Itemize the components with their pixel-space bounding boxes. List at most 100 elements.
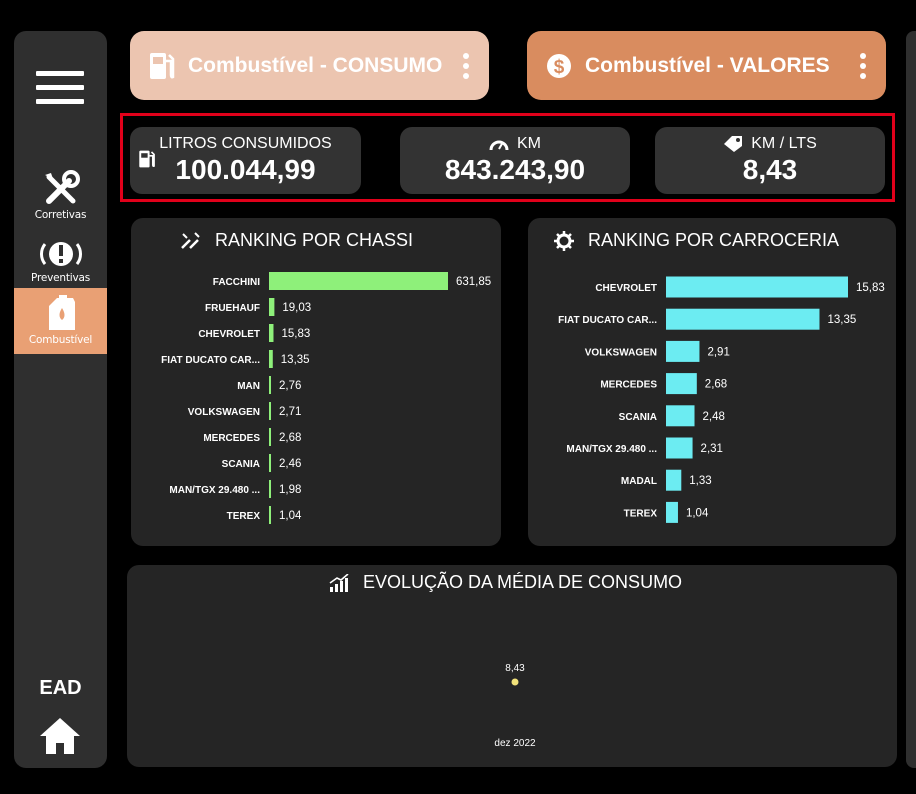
data-label: 2,68 xyxy=(705,379,727,391)
bar[interactable] xyxy=(269,272,448,290)
kpi-label: LITROS CONSUMIDOS xyxy=(159,135,332,152)
evolucao-consumo-panel: EVOLUÇÃO DA MÉDIA DE CONSUMO 8,43 dez 202… xyxy=(127,565,897,767)
bar[interactable] xyxy=(666,501,678,523)
category-label: TEREX xyxy=(624,508,658,519)
next-panel-edge xyxy=(906,31,916,768)
kpi-value: 8,43 xyxy=(742,154,798,185)
bar[interactable] xyxy=(269,298,275,316)
data-label: 1,98 xyxy=(279,484,301,496)
ranking-carroceria-chart: CHEVROLET 15,83 FIAT DUCATO CAR... 13,35 VOL… xyxy=(558,276,885,523)
data-label: 13,35 xyxy=(827,314,856,326)
brake-warning-icon xyxy=(39,242,82,266)
category-label: SCANIA xyxy=(222,459,260,470)
data-label: 2,91 xyxy=(707,346,729,358)
ranking-chassi-chart: FACCHINI 631,85 FRUEHAUF 19,03 CHEVROLET 15,8… xyxy=(161,272,491,524)
bar[interactable] xyxy=(269,324,274,342)
kpi-value: 843.243,90 xyxy=(444,154,586,185)
category-label: MERCEDES xyxy=(600,380,657,391)
data-label: 1,04 xyxy=(279,510,302,522)
menu-icon[interactable] xyxy=(36,71,84,105)
bar[interactable] xyxy=(666,276,848,298)
category-label: VOLKSWAGEN xyxy=(585,347,657,358)
sidebar: Corretivas Preventivas Combustível EAD xyxy=(14,31,107,768)
data-label: 19,03 xyxy=(282,302,311,314)
tab-combustivel-consumo[interactable]: Combustível - CONSUMO xyxy=(130,31,489,100)
chart-title: RANKING POR CARROCERIA xyxy=(588,230,840,250)
bar[interactable] xyxy=(666,340,700,362)
bar[interactable] xyxy=(269,506,271,524)
data-label: 631,85 xyxy=(456,276,491,288)
bar[interactable] xyxy=(269,428,271,446)
category-label: CHEVROLET xyxy=(595,283,657,294)
bar[interactable] xyxy=(269,402,271,420)
sidebar-item-label: Combustível xyxy=(28,334,93,346)
bar[interactable] xyxy=(666,437,693,459)
kpi-litros-consumidos: LITROS CONSUMIDOS 100.044,99 xyxy=(130,127,361,194)
kpi-label: KM / LTS xyxy=(751,135,817,152)
kpi-label: KM xyxy=(517,135,541,152)
category-label: CHEVROLET xyxy=(198,329,260,340)
kpi-highlight-frame xyxy=(120,113,895,202)
data-label: 13,35 xyxy=(281,354,310,366)
category-label: FIAT DUCATO CAR... xyxy=(558,315,657,326)
gear-icon xyxy=(554,230,574,251)
bar[interactable] xyxy=(666,405,695,427)
ranking-chassi-panel: RANKING POR CHASSI FACCHINI 631,85 FRUEHAU… xyxy=(131,218,501,546)
x-tick-label: dez 2022 xyxy=(494,738,536,749)
data-label: 2,48 xyxy=(703,411,725,423)
speedometer-icon xyxy=(489,140,509,151)
category-label: FRUEHAUF xyxy=(205,303,260,314)
bar[interactable] xyxy=(666,308,820,330)
data-label: 2,76 xyxy=(279,380,301,392)
home-icon[interactable] xyxy=(38,716,82,756)
rising-chart-icon xyxy=(329,573,349,592)
dollar-icon: $ xyxy=(547,53,571,78)
data-label: 8,43 xyxy=(505,663,525,674)
category-label: MAN/TGX 29.480 ... xyxy=(169,485,260,496)
chart-title: EVOLUÇÃO DA MÉDIA DE CONSUMO xyxy=(363,572,683,592)
data-point[interactable] xyxy=(511,678,519,686)
category-label: TEREX xyxy=(227,511,261,522)
category-label: VOLKSWAGEN xyxy=(188,407,260,418)
data-label: 2,71 xyxy=(279,406,301,418)
sidebar-item-combustivel[interactable]: Combustível xyxy=(14,288,107,354)
category-label: MADAL xyxy=(621,476,657,487)
data-label: 2,46 xyxy=(279,458,301,470)
ead-label: EAD xyxy=(39,677,82,699)
bar[interactable] xyxy=(269,480,271,498)
fuel-pump-icon xyxy=(139,150,155,168)
data-label: 2,68 xyxy=(279,432,301,444)
bar[interactable] xyxy=(666,469,682,491)
sidebar-item-preventivas[interactable]: Preventivas xyxy=(14,236,107,292)
bar[interactable] xyxy=(666,373,697,395)
data-label: 15,83 xyxy=(856,282,885,294)
data-label: 2,31 xyxy=(701,443,723,455)
category-label: MERCEDES xyxy=(203,433,260,444)
sidebar-item-corretivas[interactable]: Corretivas xyxy=(14,169,107,225)
fuel-can-icon xyxy=(48,295,75,330)
more-options-icon[interactable] xyxy=(860,52,866,79)
sidebar-item-label: Preventivas xyxy=(31,272,90,284)
bar[interactable] xyxy=(269,454,271,472)
bar[interactable] xyxy=(269,350,273,368)
category-label: MAN xyxy=(237,381,260,392)
evolucao-consumo-chart: 8,43 dez 2022 xyxy=(494,663,536,749)
fuel-pump-icon xyxy=(150,52,175,79)
sidebar-item-label: Corretivas xyxy=(34,209,87,221)
broken-tools-icon xyxy=(181,231,200,249)
data-label: 1,04 xyxy=(686,507,709,519)
tab-label: Combustível - VALORES xyxy=(585,53,830,77)
tab-combustivel-valores[interactable]: $ Combustível - VALORES xyxy=(527,31,886,100)
tag-icon xyxy=(724,136,743,152)
svg-text:$: $ xyxy=(554,57,565,78)
category-label: MAN/TGX 29.480 ... xyxy=(566,444,657,455)
kpi-value: 100.044,99 xyxy=(175,154,316,185)
category-label: FACCHINI xyxy=(213,277,260,288)
tab-label: Combustível - CONSUMO xyxy=(188,53,443,77)
data-label: 1,33 xyxy=(689,475,711,487)
tools-icon xyxy=(44,170,80,204)
data-label: 15,83 xyxy=(281,328,310,340)
more-options-icon[interactable] xyxy=(463,52,469,79)
bar[interactable] xyxy=(269,376,271,394)
chart-title: RANKING POR CHASSI xyxy=(215,230,414,250)
